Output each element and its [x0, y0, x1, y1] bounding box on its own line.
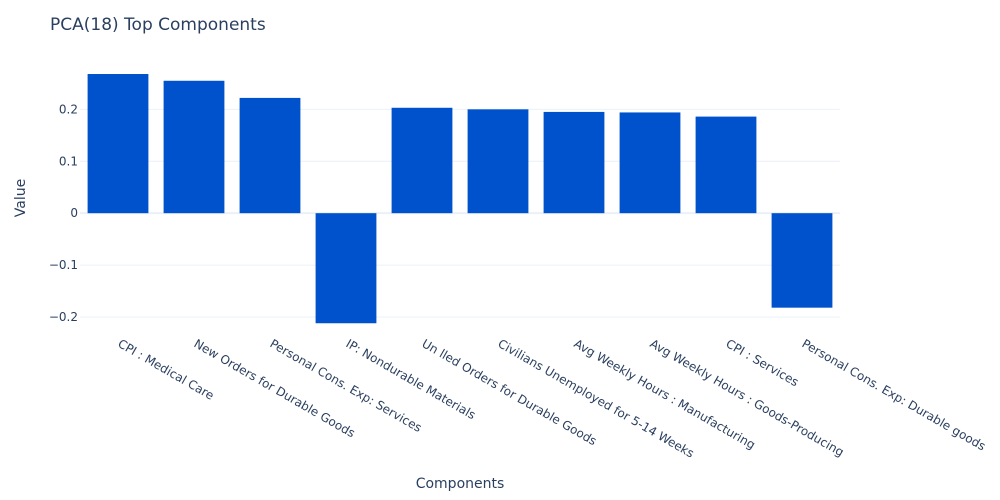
bars: [87, 74, 833, 324]
bar: [239, 97, 301, 214]
y-tick-label: 0.1: [59, 154, 78, 168]
y-axis-ticks: −0.2 −0.1 0 0.1 0.2: [49, 102, 78, 324]
y-tick-label: 0.2: [59, 102, 78, 116]
bar: [695, 116, 757, 214]
bar: [543, 111, 605, 214]
y-tick-label: 0: [70, 206, 78, 220]
bar: [619, 112, 681, 214]
bar: [391, 107, 453, 214]
bar: [163, 80, 225, 214]
x-tick-label: CPI : Services: [724, 336, 802, 389]
bar: [315, 213, 377, 324]
x-tick-label: IP: Nondurable Materials: [344, 336, 478, 422]
chart-title: PCA(18) Top Components: [50, 15, 266, 35]
y-axis-title: Value: [13, 179, 29, 217]
y-tick-label: −0.2: [49, 310, 78, 324]
x-tick-label: Personal Cons. Exp: Services: [268, 336, 425, 435]
bar: [87, 74, 149, 214]
bar: [467, 109, 529, 214]
bar: [771, 213, 833, 308]
x-axis-title: Components: [416, 476, 505, 492]
y-tick-label: −0.1: [49, 258, 78, 272]
